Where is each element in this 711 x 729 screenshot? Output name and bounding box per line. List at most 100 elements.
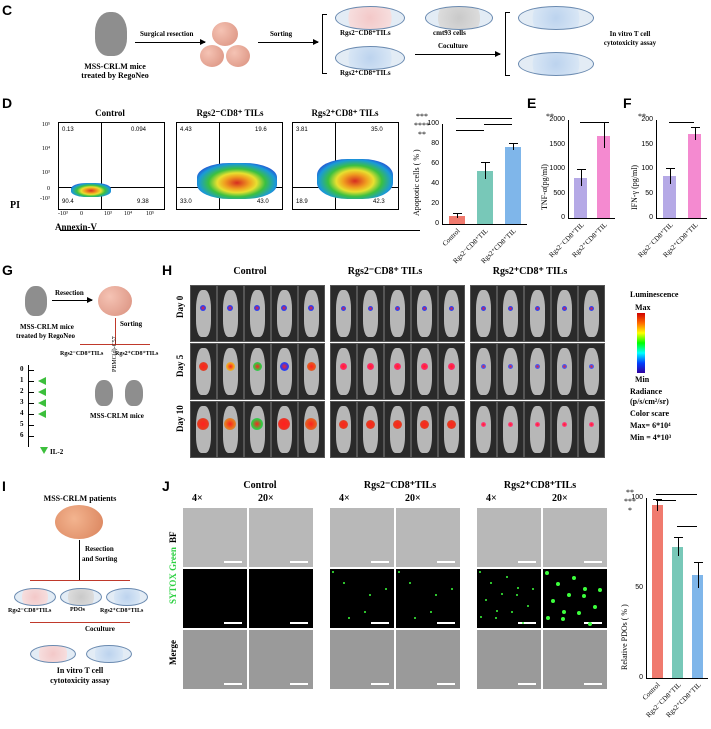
mouse-silhouette <box>417 348 432 395</box>
sytox-dot <box>385 588 387 590</box>
error-bar <box>580 170 582 186</box>
scale-bar <box>584 561 602 563</box>
mouse-silhouette <box>503 290 518 337</box>
bar <box>692 575 704 678</box>
dish-icon <box>335 46 405 70</box>
error-bar <box>603 123 605 148</box>
ytick: 10⁵ <box>42 122 51 128</box>
bar <box>597 135 610 218</box>
micrograph-tile <box>542 629 608 690</box>
sig-stars: ** <box>638 112 646 121</box>
i-title: MSS-CRLM patients <box>43 494 117 503</box>
mouse-icon <box>95 12 127 56</box>
q-ur: 35.0 <box>371 127 383 133</box>
c-cmt: cmt93 cells <box>433 29 466 37</box>
luminescence-signal <box>254 305 260 311</box>
sytox-dot <box>598 588 602 592</box>
micrograph-tile <box>476 629 542 690</box>
luminescence-signal <box>507 305 513 311</box>
timeline-tick <box>28 436 34 437</box>
sytox-dot <box>479 571 481 573</box>
mouse-image-tile <box>578 401 605 458</box>
mouse-silhouette <box>503 348 518 395</box>
sytox-dot <box>485 599 487 601</box>
error-bar <box>694 127 696 140</box>
mouse-silhouette <box>196 348 211 395</box>
y-tick-label: 60 <box>431 160 439 167</box>
mouse-image-tile <box>551 343 578 400</box>
scale-bar <box>518 683 536 685</box>
luminescence-signal <box>420 362 428 370</box>
y-tick-label: 100 <box>641 165 653 172</box>
micrograph-tile <box>476 568 542 629</box>
dish-icon <box>335 6 405 30</box>
facs-xaxis-line <box>60 230 420 231</box>
facs-plot-rgs2pos: 3.81 35.0 18.9 42.3 <box>292 122 399 210</box>
sytox-dot <box>451 588 453 590</box>
scale-bar <box>224 683 242 685</box>
mouse-image-tile <box>357 401 384 458</box>
mouse-silhouette <box>336 348 351 395</box>
panel-label-f: F <box>623 95 632 111</box>
tumor-icon <box>226 45 250 67</box>
mouse-image-tile <box>411 343 438 400</box>
mouse-silhouette <box>223 290 238 337</box>
mouse-silhouette <box>363 406 378 453</box>
c-coculture: Coculture <box>438 42 468 50</box>
mouse-silhouette <box>196 290 211 337</box>
mouse-silhouette <box>336 290 351 337</box>
i-step1b: and Sorting <box>82 555 118 563</box>
error-bar <box>513 144 514 150</box>
sig-stars: *** <box>416 112 428 121</box>
mouse-silhouette <box>444 290 459 337</box>
mouse-silhouette <box>417 290 432 337</box>
sytox-dot <box>551 599 555 603</box>
sytox-dot <box>562 610 566 614</box>
magnification-label: 20× <box>552 493 568 504</box>
chart-axes <box>656 120 707 219</box>
luminescence-signal <box>421 305 427 311</box>
micrograph-tile <box>476 507 542 568</box>
sig-line <box>456 118 512 119</box>
sytox-dot <box>511 611 513 613</box>
dish-icon <box>60 588 102 606</box>
y-tick-label: 0 <box>639 674 643 681</box>
sytox-dot <box>522 622 524 624</box>
mouse-image-tile <box>217 343 244 400</box>
timeline-tick <box>28 392 34 393</box>
scale-bar <box>584 622 602 624</box>
scale-bar <box>290 561 308 563</box>
mouse-image-tile <box>497 401 524 458</box>
timeline-tick <box>28 370 34 371</box>
mouse-silhouette <box>530 290 545 337</box>
mouse-image-tile <box>330 285 357 342</box>
luminescence-signal <box>252 361 262 371</box>
c-step2: Sorting <box>270 30 293 38</box>
micrograph-tile <box>329 629 395 690</box>
q-lr: 42.3 <box>373 199 385 205</box>
mouse-image-tile <box>190 285 217 342</box>
c-neg-dish: Rgs2⁻CD8⁺TILs <box>340 29 391 37</box>
mouse-silhouette <box>250 290 265 337</box>
sig-line <box>579 122 603 123</box>
scale-bar <box>371 683 389 685</box>
error-bar <box>677 537 679 556</box>
mouse-silhouette <box>444 348 459 395</box>
y-tick-label: 0 <box>649 214 653 221</box>
error-bar <box>669 169 671 184</box>
h-imaging-grid <box>190 285 610 460</box>
g-split-line <box>80 344 150 345</box>
panel-label-i: I <box>2 478 6 494</box>
mouse-silhouette <box>390 290 405 337</box>
luminescence-signal <box>480 305 486 311</box>
y-tick-label: 200 <box>641 116 653 123</box>
mouse-image-tile <box>244 285 271 342</box>
timeline-tick <box>28 403 34 404</box>
mouse-image-tile <box>244 343 271 400</box>
timeline-day: 6 <box>20 431 24 439</box>
mouse-image-tile <box>497 343 524 400</box>
sytox-dot <box>332 571 334 573</box>
mouse-icon <box>125 380 143 406</box>
micrograph-tile <box>248 629 314 690</box>
sytox-dot <box>556 582 560 586</box>
